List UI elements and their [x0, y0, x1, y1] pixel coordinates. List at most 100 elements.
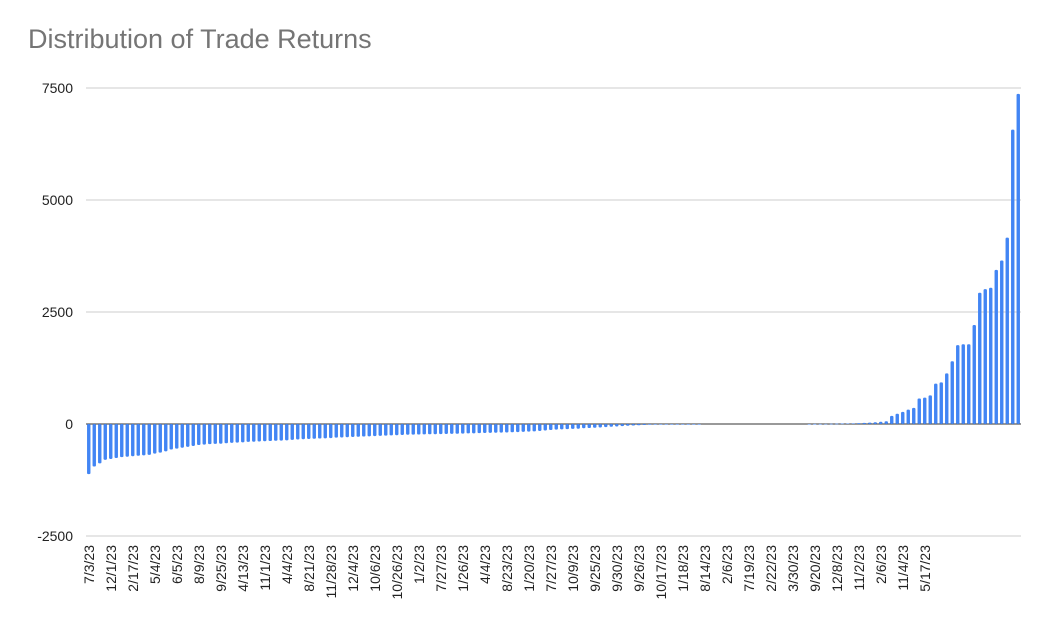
bar	[642, 424, 646, 425]
bar	[153, 424, 157, 454]
bar	[483, 424, 487, 433]
x-tick-label: 3/30/23	[785, 545, 801, 592]
bar	[213, 424, 217, 444]
bar	[241, 424, 245, 443]
bar	[532, 424, 536, 432]
bar	[411, 424, 415, 435]
bar	[697, 424, 701, 425]
bar	[956, 345, 960, 424]
bar	[934, 383, 938, 424]
bar	[120, 424, 124, 458]
bar	[257, 424, 261, 442]
x-tick-label: 7/19/23	[741, 545, 757, 592]
bar	[417, 424, 421, 435]
y-tick-label: -2500	[37, 528, 73, 544]
bar	[329, 424, 333, 439]
bar	[406, 424, 410, 435]
bar	[109, 424, 113, 459]
bar	[169, 424, 173, 450]
bar	[290, 424, 294, 440]
bar	[389, 424, 393, 436]
x-tick-label: 5/17/23	[917, 545, 933, 592]
x-tick-label: 9/30/23	[609, 545, 625, 592]
x-tick-label: 10/9/23	[565, 545, 581, 592]
bar	[972, 324, 976, 424]
bar	[230, 424, 234, 443]
bar	[912, 407, 916, 424]
bar	[246, 424, 250, 442]
x-tick-label: 12/8/23	[829, 545, 845, 592]
bar	[549, 424, 553, 431]
bar	[444, 424, 448, 434]
x-tick-label: 11/2/23	[851, 545, 867, 591]
bar	[312, 424, 316, 439]
bar	[576, 424, 580, 429]
bar	[235, 424, 239, 443]
bar	[98, 424, 102, 464]
x-tick-label: 11/28/23	[323, 545, 339, 599]
x-tick-label: 1/2/23	[411, 545, 427, 584]
bar	[1000, 260, 1004, 424]
x-tick-label: 8/23/23	[499, 545, 515, 592]
bar	[873, 422, 877, 424]
bar	[395, 424, 399, 436]
bar	[917, 398, 921, 424]
bar	[945, 373, 949, 424]
bar	[307, 424, 311, 440]
bar	[428, 424, 432, 435]
bar	[197, 424, 201, 446]
bar	[571, 424, 575, 429]
bar	[131, 424, 135, 457]
bar	[538, 424, 542, 431]
bar	[400, 424, 404, 435]
bar	[158, 424, 162, 453]
x-tick-label: 10/26/23	[389, 545, 405, 600]
bar	[565, 424, 569, 430]
bar	[279, 424, 283, 441]
bar	[615, 424, 619, 427]
x-tick-label: 12/4/23	[345, 545, 361, 592]
gridlines	[86, 87, 1021, 537]
bar	[1011, 129, 1015, 424]
bar	[813, 423, 817, 425]
bar	[263, 424, 267, 442]
bar	[950, 361, 954, 424]
x-tick-label: 1/18/23	[675, 545, 691, 592]
x-tick-label: 9/25/23	[587, 545, 603, 592]
bar	[384, 424, 388, 436]
bar	[268, 424, 272, 442]
bar	[92, 424, 96, 467]
bar	[125, 424, 129, 457]
bar	[598, 424, 602, 428]
bar	[560, 424, 564, 430]
bar	[989, 287, 993, 424]
bar	[175, 424, 179, 449]
chart-title: Distribution of Trade Returns	[28, 24, 372, 54]
bar	[637, 424, 641, 426]
bar	[593, 424, 597, 428]
x-tick-label: 2/6/23	[719, 545, 735, 584]
bar	[450, 424, 454, 434]
y-tick-label: 2500	[42, 304, 73, 320]
bar	[274, 424, 278, 441]
bar	[499, 424, 503, 433]
x-tick-label: 1/20/23	[521, 545, 537, 592]
x-tick-label: 7/3/23	[81, 545, 97, 584]
bar	[818, 423, 822, 425]
bar	[978, 292, 982, 424]
bar	[840, 423, 844, 425]
bar	[675, 424, 679, 425]
bar	[807, 423, 811, 425]
bar	[906, 409, 910, 424]
bar	[433, 424, 437, 435]
bar	[857, 423, 861, 424]
bar	[923, 397, 927, 424]
bar	[895, 413, 899, 424]
bar	[829, 423, 833, 425]
bar	[521, 424, 525, 432]
bar	[477, 424, 481, 434]
bar	[202, 424, 206, 445]
bar	[851, 423, 855, 424]
bar	[114, 424, 118, 459]
